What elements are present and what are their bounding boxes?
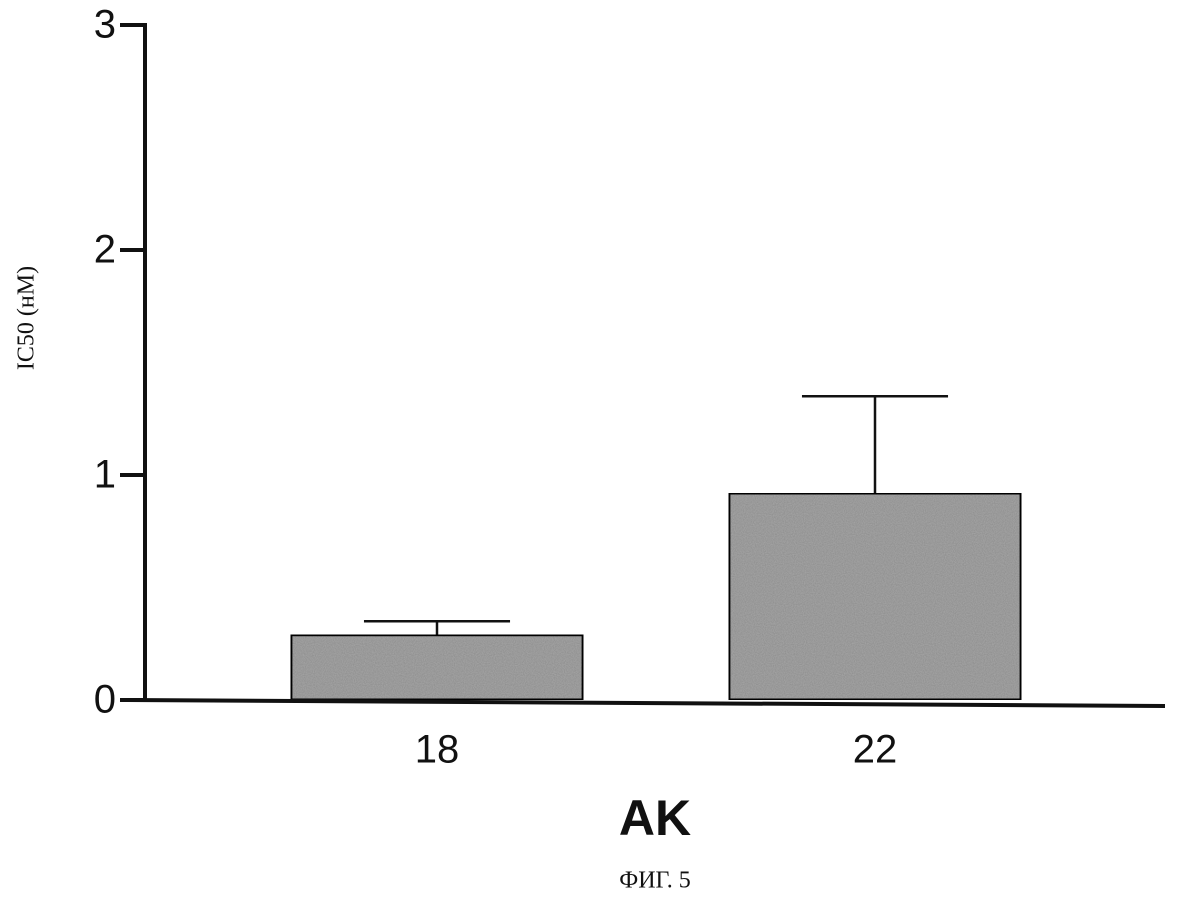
- x-tick-label: 22: [853, 728, 898, 772]
- chart: IC50 (нМ) AK ФИГ. 5 0 1 2 3 18 22: [0, 0, 1184, 901]
- bar: [729, 493, 1021, 700]
- x-axis-label: AK: [619, 790, 691, 846]
- y-tick-label: 3: [94, 3, 116, 47]
- bar: [291, 635, 583, 700]
- caption: ФИГ. 5: [619, 868, 690, 894]
- y-tick-label: 1: [94, 453, 116, 497]
- y-tick-label: 2: [94, 228, 116, 272]
- y-tick-label: 0: [94, 678, 116, 722]
- x-tick-label: 18: [415, 728, 460, 772]
- y-axis-label: IC50 (нМ): [14, 266, 40, 370]
